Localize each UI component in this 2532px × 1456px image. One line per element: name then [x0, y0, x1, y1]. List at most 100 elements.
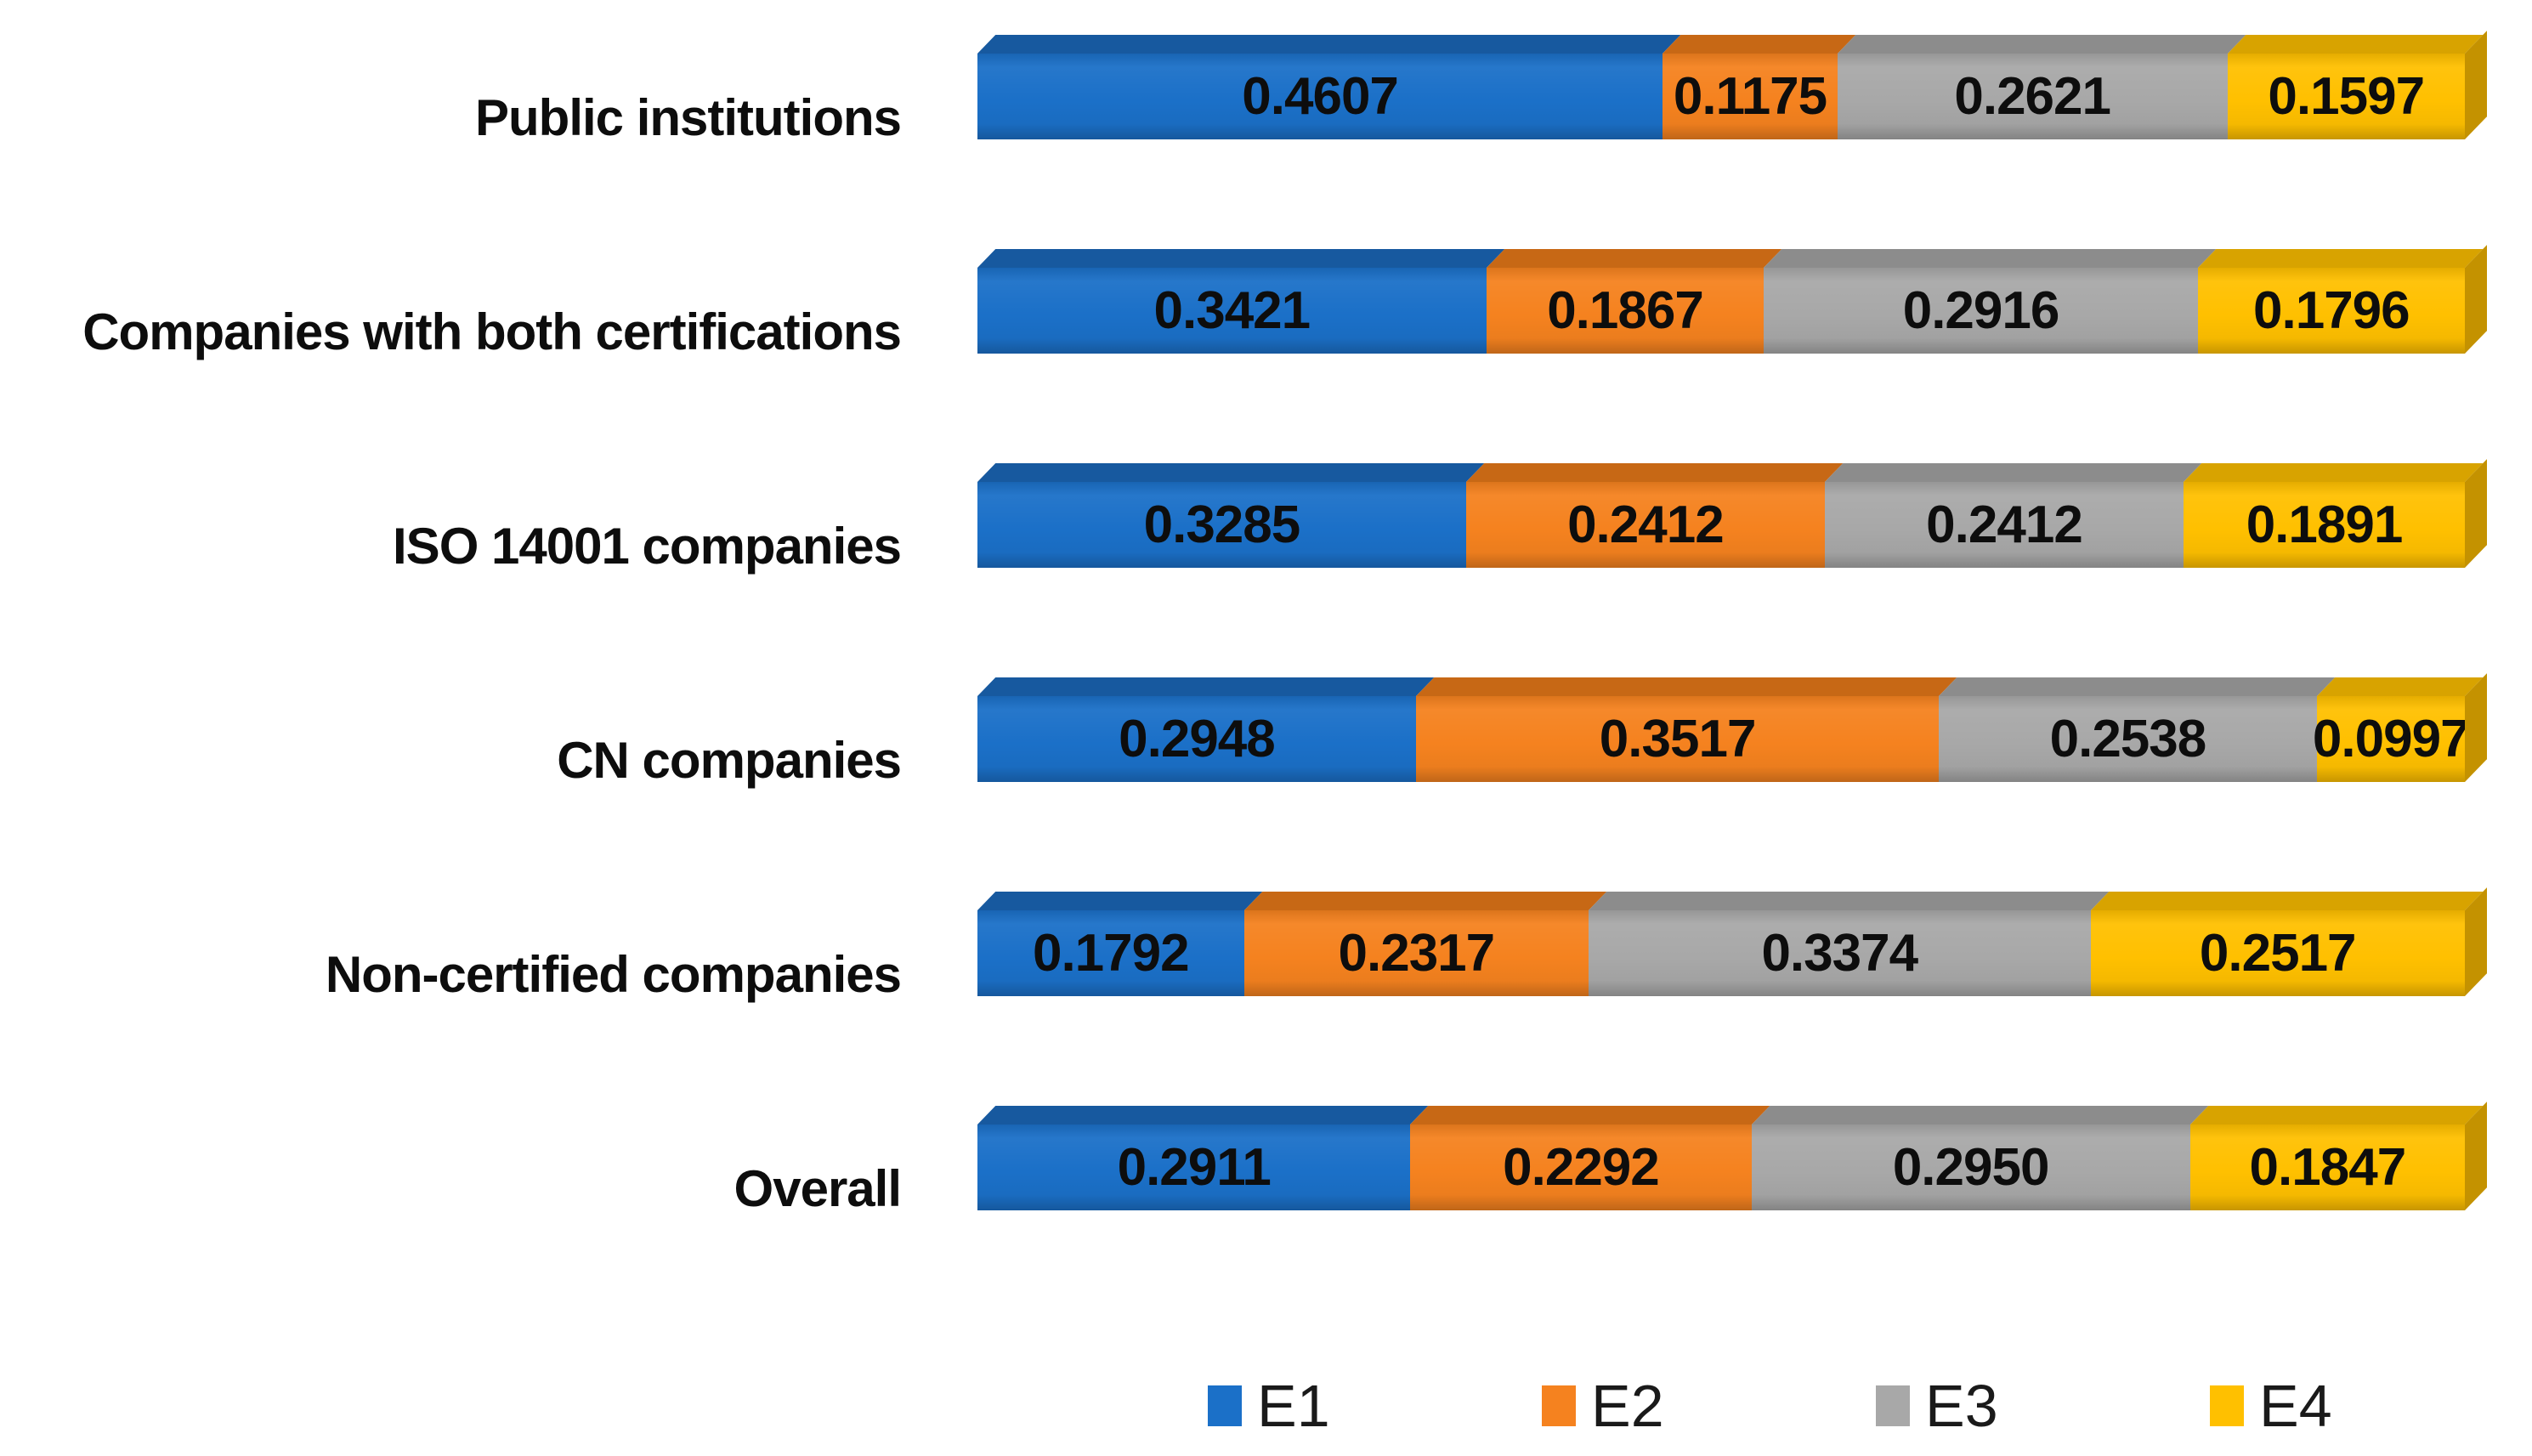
- category-label: Overall: [734, 1159, 902, 1217]
- bar-top-face: [977, 245, 2488, 268]
- value-label: 0.1792: [1032, 924, 1190, 983]
- value-label: 0.2317: [1338, 924, 1496, 983]
- segment-top-e2: [1410, 1106, 1770, 1125]
- segment-e3: 0.2412: [1824, 482, 2184, 568]
- segment-top-e2: [1465, 463, 1844, 482]
- bar-front-face: 0.4607 0.1175 0.2621 0.1597: [977, 54, 2465, 139]
- category-label: Public institutions: [475, 88, 902, 146]
- bar-row: 0.4607 0.1175 0.2621 0.1597: [977, 31, 2490, 140]
- category-label: Non-certified companies: [325, 945, 902, 1003]
- segment-top-e4: [2189, 1106, 2484, 1125]
- segment-top-e1: [977, 1106, 1429, 1125]
- value-label: 0.2621: [1954, 67, 2111, 126]
- bar-top-face: [977, 887, 2488, 910]
- segment-e2: 0.1175: [1663, 54, 1838, 139]
- value-label: 0.1867: [1547, 281, 1704, 340]
- legend-item-e4: E4: [2210, 1372, 2332, 1440]
- segment-e1: 0.2911: [977, 1125, 1411, 1210]
- segment-top-e3: [1939, 677, 2335, 696]
- bar-row: 0.3285 0.2412 0.2412 0.1891: [977, 459, 2490, 569]
- legend-swatch-e2: [1542, 1385, 1576, 1426]
- legend-item-e3: E3: [1876, 1372, 1998, 1440]
- segment-e2: 0.1867: [1486, 268, 1764, 354]
- segment-e1: 0.3285: [977, 482, 1466, 568]
- segment-e3: 0.2916: [1764, 268, 2198, 354]
- category-label: ISO 14001 companies: [393, 517, 902, 575]
- segment-top-e2: [1486, 249, 1782, 268]
- bar-front-face: 0.2911 0.2292 0.2950 0.1847: [977, 1125, 2465, 1210]
- value-label: 0.0997: [2312, 710, 2470, 768]
- segment-e1: 0.4607: [977, 54, 1663, 139]
- segment-top-e1: [977, 677, 1435, 696]
- segment-e2: 0.2317: [1243, 910, 1589, 996]
- bar-top-face: [977, 459, 2488, 482]
- segment-top-e3: [1589, 892, 2109, 910]
- segment-e2: 0.3517: [1415, 696, 1940, 782]
- category-label: CN companies: [557, 731, 902, 789]
- segment-top-e1: [977, 35, 1681, 54]
- segment-top-e4: [2316, 677, 2484, 696]
- value-label: 0.2292: [1503, 1138, 1660, 1197]
- segment-top-e2: [1663, 35, 1856, 54]
- legend-swatch-e1: [1208, 1385, 1242, 1426]
- segment-top-e4: [2197, 249, 2484, 268]
- segment-e4: 0.0997: [2313, 696, 2470, 782]
- value-label: 0.3374: [1761, 924, 1918, 983]
- value-label: 0.3285: [1143, 496, 1301, 554]
- category-label: Companies with both certifications: [82, 303, 902, 360]
- value-label: 0.3517: [1599, 710, 1757, 768]
- value-label: 0.3421: [1153, 281, 1311, 340]
- value-label: 0.2517: [2199, 924, 2357, 983]
- value-label: 0.2538: [2049, 710, 2207, 768]
- legend-swatch-e3: [1876, 1385, 1910, 1426]
- segment-e1: 0.1792: [977, 910, 1244, 996]
- value-label: 0.2911: [1117, 1138, 1272, 1197]
- bar-front-face: 0.3421 0.1867 0.2916 0.1796: [977, 268, 2465, 354]
- segment-e3: 0.2538: [1939, 696, 2317, 782]
- segment-top-e3: [1824, 463, 2202, 482]
- bar-row: 0.2948 0.3517 0.2538 0.0997: [977, 673, 2490, 783]
- segment-top-e2: [1243, 892, 1607, 910]
- legend-label: E4: [2259, 1373, 2332, 1439]
- segment-top-e4: [2184, 463, 2484, 482]
- bar-top-face: [977, 673, 2488, 696]
- value-label: 0.2948: [1119, 710, 1276, 768]
- segment-top-e1: [977, 249, 1504, 268]
- segment-e2: 0.2292: [1410, 1125, 1752, 1210]
- segment-top-e1: [977, 463, 1485, 482]
- segment-e3: 0.2950: [1751, 1125, 2190, 1210]
- legend: E1 E2 E3 E4: [0, 1372, 2532, 1448]
- segment-e4: 0.1847: [2189, 1125, 2465, 1210]
- segment-e1: 0.3421: [977, 268, 1487, 354]
- segment-top-e3: [1751, 1106, 2209, 1125]
- bar-top-face: [977, 1102, 2488, 1125]
- bar-row: 0.3421 0.1867 0.2916 0.1796: [977, 245, 2490, 354]
- segment-top-e4: [2090, 892, 2484, 910]
- segment-e3: 0.2621: [1837, 54, 2228, 139]
- bar-row: 0.2911 0.2292 0.2950 0.1847: [977, 1102, 2490, 1211]
- bar-top-face: [977, 31, 2488, 54]
- segment-e4: 0.1796: [2197, 268, 2465, 354]
- segment-top-e3: [1837, 35, 2246, 54]
- value-label: 0.1847: [2249, 1138, 2407, 1197]
- segment-e1: 0.2948: [977, 696, 1416, 782]
- segment-e2: 0.2412: [1465, 482, 1825, 568]
- bar-row: 0.1792 0.2317 0.3374 0.2517: [977, 887, 2490, 997]
- legend-item-e1: E1: [1208, 1372, 1330, 1440]
- segment-top-e2: [1415, 677, 1957, 696]
- value-label: 0.1597: [2268, 67, 2425, 126]
- value-label: 0.2412: [1567, 496, 1725, 554]
- value-label: 0.1891: [2246, 496, 2404, 554]
- segment-e3: 0.3374: [1589, 910, 2091, 996]
- value-label: 0.2950: [1892, 1138, 2050, 1197]
- legend-label: E1: [1257, 1373, 1330, 1439]
- value-label: 0.1796: [2253, 281, 2410, 340]
- segment-e4: 0.1891: [2184, 482, 2465, 568]
- segment-e4: 0.1597: [2227, 54, 2465, 139]
- segment-top-e3: [1764, 249, 2216, 268]
- segment-e4: 0.2517: [2090, 910, 2465, 996]
- value-label: 0.2412: [1926, 496, 2083, 554]
- value-label: 0.2916: [1902, 281, 2060, 340]
